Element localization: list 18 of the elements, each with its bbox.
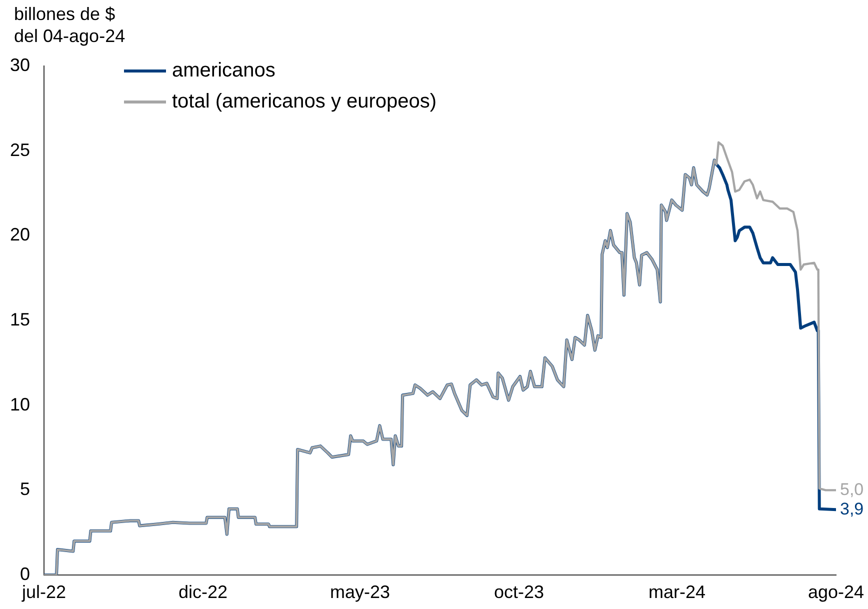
y-tick-label: 15 [10, 309, 30, 330]
x-tick-label: mar-24 [648, 582, 706, 602]
x-tick-label: ago-24 [808, 582, 864, 602]
annotation: 3,9 [840, 499, 864, 518]
x-tick-label: oct-23 [494, 582, 544, 602]
y-tick-label: 5 [20, 479, 30, 500]
y-axis-title: billones de $ del 04-ago-24 [14, 4, 126, 46]
legend-label: americanos [172, 60, 276, 82]
y-tick-label: 20 [10, 224, 30, 245]
y-tick-label: 10 [10, 394, 30, 414]
x-tick-label: dic-22 [178, 582, 228, 602]
annotation: 5,0 [840, 480, 864, 499]
y-tick-label: 25 [10, 140, 30, 160]
y-tick-label: 30 [10, 54, 30, 75]
legend-label: total (americanos y europeos) [172, 90, 437, 113]
x-tick-label: may-23 [330, 582, 390, 602]
x-tick-label: jul-22 [20, 582, 66, 602]
y-tick-label: 0 [20, 564, 30, 584]
